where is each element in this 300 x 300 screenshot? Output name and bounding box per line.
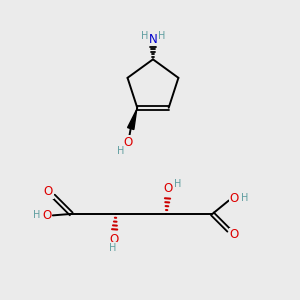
Text: O: O — [230, 228, 239, 241]
Text: O: O — [230, 192, 239, 205]
Text: H: H — [241, 193, 248, 203]
Text: O: O — [44, 185, 53, 198]
Text: H: H — [117, 146, 124, 156]
Text: H: H — [174, 179, 181, 189]
Text: N: N — [148, 33, 157, 46]
Text: H: H — [158, 31, 165, 41]
Text: O: O — [110, 233, 119, 246]
Polygon shape — [128, 108, 137, 130]
Text: O: O — [43, 209, 52, 222]
Text: O: O — [163, 182, 172, 195]
Text: O: O — [124, 136, 133, 149]
Text: H: H — [109, 243, 116, 253]
Text: H: H — [141, 31, 148, 41]
Text: H: H — [33, 210, 41, 220]
